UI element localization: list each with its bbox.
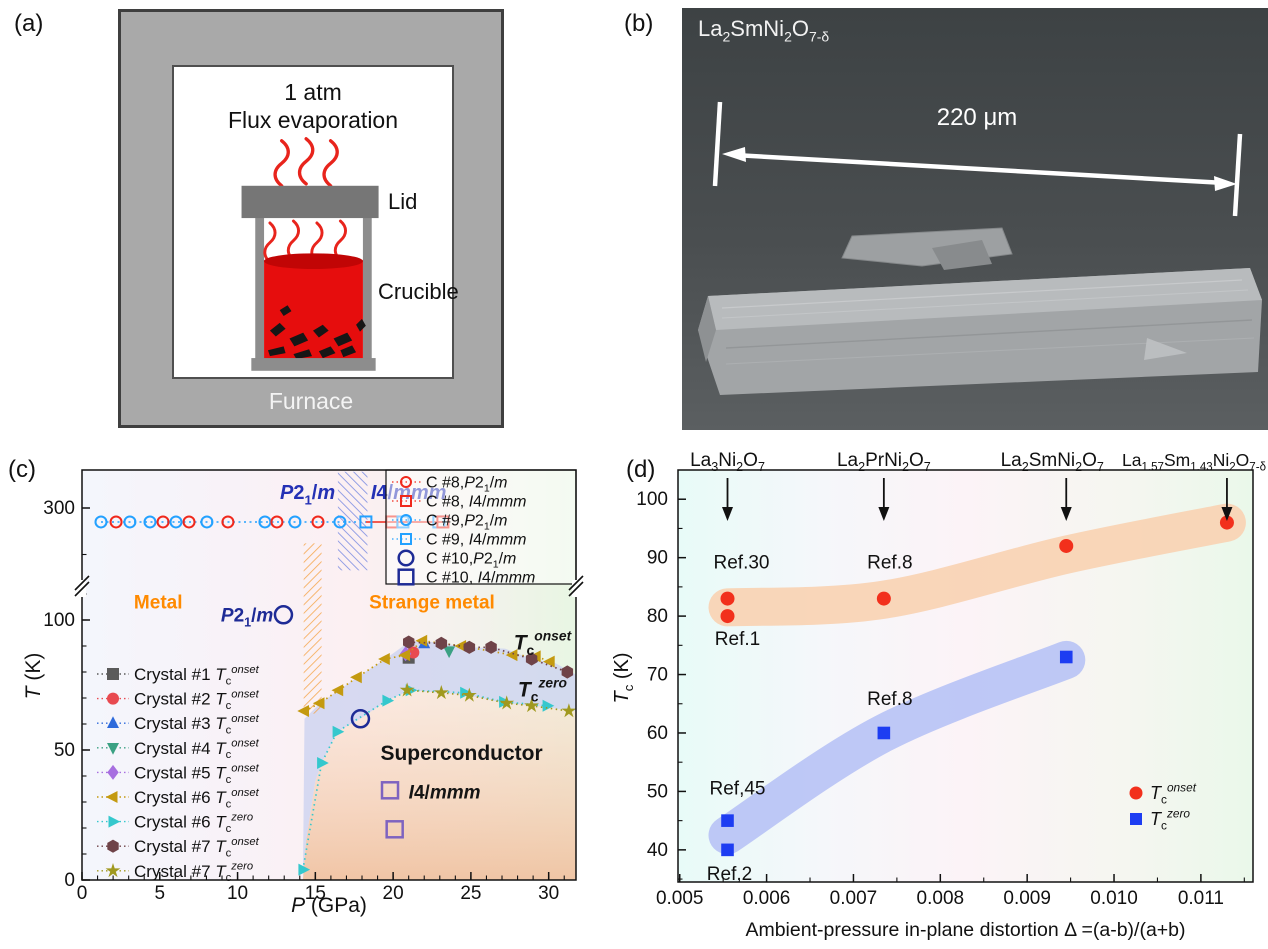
svg-text:0.006: 0.006 [743,888,791,909]
svg-text:La3Ni2O7: La3Ni2O7 [690,450,765,474]
svg-text:Tconset: Tconset [1150,780,1197,806]
svg-text:Crystal #4 Tconset: Crystal #4 Tconset [134,738,260,762]
svg-text:C #8,P21/m: C #8,P21/m [426,475,507,495]
svg-text:15: 15 [305,883,326,904]
phase-diagram-chart: Metal Strange metal Superconductor P21/m I4/… [22,469,584,917]
svg-text:Tc (K): Tc (K) [611,652,636,703]
svg-text:Ref.8: Ref.8 [867,553,912,574]
heat-waves-icon [273,137,339,188]
svg-text:Crystal #5 Tconset: Crystal #5 Tconset [134,762,260,786]
svg-text:C #9,P21/m: C #9,P21/m [426,513,507,533]
svg-text:T (K): T (K) [22,653,45,700]
svg-text:C #10, I4/mmm: C #10, I4/mmm [426,570,535,587]
svg-text:0.005: 0.005 [656,888,704,909]
svg-text:Crystal #7 Tczero: Crystal #7 Tczero [134,861,253,885]
svg-text:I4/mmm: I4/mmm [409,782,481,803]
svg-text:Ambient-pressure in-plane dist: Ambient-pressure in-plane distortion Δ =… [745,919,1185,941]
svg-text:La1.57Sm1.43Ni2O7-δ: La1.57Sm1.43Ni2O7-δ [1122,450,1266,474]
melt-surface [264,253,363,269]
svg-text:La2SmNi2O7: La2SmNi2O7 [1001,450,1104,474]
crucible-wall-left [255,215,265,362]
svg-text:Crystal #2 Tconset: Crystal #2 Tconset [134,688,260,712]
svg-text:90: 90 [647,548,668,569]
svg-text:Crystal #6 Tczero: Crystal #6 Tczero [134,811,253,835]
svg-text:40: 40 [647,840,668,861]
svg-text:La2PrNi2O7: La2PrNi2O7 [837,450,931,474]
svg-text:80: 80 [647,606,668,627]
svg-text:Crystal #3 Tconset: Crystal #3 Tconset [134,713,260,737]
svg-text:P (GPa): P (GPa) [291,894,367,917]
furnace-label: Furnace [268,388,354,414]
melt [264,260,363,361]
panel-c-label: (c) [8,456,36,483]
tc-vs-distortion-chart: Ref.30 Ref.1 Ref.8 Ref,45 Ref,2 Ref.8 La3Ni2O7… [611,450,1266,941]
pressure-label: 1 atm [284,79,342,105]
svg-text:0.010: 0.010 [1090,888,1138,909]
svg-text:60: 60 [647,723,668,744]
svg-text:70: 70 [647,665,668,686]
svg-text:Metal: Metal [134,592,183,613]
crystals-in-melt [267,305,366,360]
svg-text:P21/m: P21/m [221,605,274,629]
crucible-wall-right [362,215,372,362]
crucible-diagram [241,137,379,371]
panel-d-label: (d) [626,456,656,483]
svg-text:100: 100 [636,489,668,510]
svg-text:50: 50 [647,781,668,802]
svg-text:30: 30 [538,883,559,904]
sem-image: La2SmNi2O7-δ 220 μm [682,8,1268,430]
svg-text:Tczero: Tczero [518,674,568,704]
svg-text:P21/m: P21/m [280,482,335,507]
furnace-chamber: 1 atm Flux evaporation Lid Crucible [172,65,459,379]
svg-text:Crystal #6 Tconset: Crystal #6 Tconset [134,787,260,811]
svg-text:C #8, I4/mmm: C #8, I4/mmm [426,494,526,511]
svg-text:10: 10 [227,883,248,904]
svg-text:0.007: 0.007 [830,888,878,909]
svg-text:0.009: 0.009 [1003,888,1051,909]
scale-text: 220 μm [936,104,1018,131]
svg-text:C #10,P21/m: C #10,P21/m [426,551,516,571]
crucible-base [251,358,376,371]
svg-text:Ref.8: Ref.8 [867,689,912,710]
crucible-label: Crucible [378,279,459,304]
svg-text:Crystal #1 Tconset: Crystal #1 Tconset [134,664,260,688]
process-label: Flux evaporation [227,107,399,133]
svg-text:100: 100 [43,610,75,631]
lid-shape [241,185,379,219]
svg-text:Crystal #7 Tconset: Crystal #7 Tconset [134,836,260,860]
svg-text:Ref.1: Ref.1 [715,629,760,650]
svg-text:0: 0 [64,870,75,891]
scale-bar [712,101,1243,217]
svg-text:Ref,45: Ref,45 [710,779,766,800]
svg-text:Ref,2: Ref,2 [707,864,752,885]
panel-a-label: (a) [14,10,44,37]
lid-label: Lid [388,189,418,214]
svg-text:Tczero: Tczero [1150,806,1190,832]
svg-text:C #9, I4/mmm: C #9, I4/mmm [426,532,526,549]
svg-text:50: 50 [54,740,75,761]
svg-text:0: 0 [77,883,88,904]
svg-text:300: 300 [43,498,75,519]
panel-b-label: (b) [624,10,654,37]
svg-text:Strange metal: Strange metal [369,592,495,613]
svg-text:0.011: 0.011 [1178,888,1224,909]
sem-graphics [698,101,1262,395]
svg-text:Ref.30: Ref.30 [714,553,770,574]
svg-text:Superconductor: Superconductor [380,742,542,765]
furnace: 1 atm Flux evaporation Lid Crucible Furn… [118,9,504,428]
crystal-shape [698,227,1262,395]
svg-text:5: 5 [154,883,165,904]
scale-arrowheads-icon [722,147,1237,191]
sample-formula: La2SmNi2O7-δ [698,16,830,45]
svg-text:20: 20 [383,883,404,904]
svg-text:0.008: 0.008 [917,888,965,909]
svg-text:25: 25 [460,883,481,904]
svg-text:Tconset: Tconset [514,628,573,658]
